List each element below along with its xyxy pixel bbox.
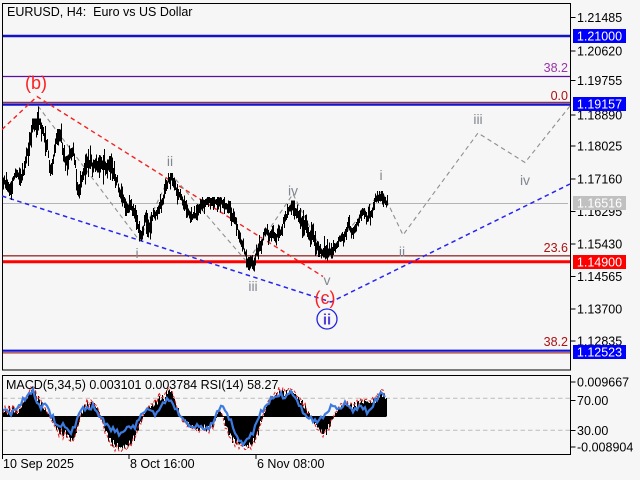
svg-text:70.00: 70.00 [577, 394, 608, 408]
svg-text:EURUSD, H4: Euro vs US Dollar: EURUSD, H4: Euro vs US Dollar [7, 5, 192, 19]
svg-text:1.14565: 1.14565 [577, 270, 622, 284]
svg-text:1.21485: 1.21485 [577, 11, 622, 25]
svg-text:8 Oct 16:00: 8 Oct 16:00 [130, 457, 195, 471]
svg-text:30.00: 30.00 [577, 424, 608, 438]
svg-text:1.16516: 1.16516 [577, 196, 622, 210]
svg-text:(c): (c) [315, 288, 336, 308]
svg-text:1.12523: 1.12523 [577, 345, 622, 359]
svg-text:ii: ii [323, 312, 331, 329]
svg-text:iv: iv [520, 172, 530, 188]
svg-text:1.18890: 1.18890 [577, 108, 622, 122]
svg-text:0.009667: 0.009667 [577, 375, 629, 389]
svg-text:-0.008904: -0.008904 [577, 440, 633, 454]
svg-text:6 Nov 08:00: 6 Nov 08:00 [257, 457, 324, 471]
svg-text:0.0: 0.0 [551, 89, 568, 103]
svg-text:1.17160: 1.17160 [577, 172, 622, 186]
svg-text:23.6: 23.6 [544, 241, 568, 255]
svg-text:iii: iii [248, 278, 257, 294]
svg-text:iii: iii [473, 111, 482, 127]
svg-text:1.21000: 1.21000 [577, 29, 622, 43]
svg-text:i: i [379, 167, 382, 183]
svg-text:v: v [324, 272, 331, 288]
svg-text:(b): (b) [25, 73, 47, 93]
svg-text:iv: iv [288, 183, 298, 199]
svg-text:1.18025: 1.18025 [577, 139, 622, 153]
svg-text:ii: ii [399, 244, 405, 260]
svg-text:i: i [135, 245, 138, 261]
svg-text:38.2: 38.2 [544, 335, 568, 349]
svg-text:1.20620: 1.20620 [577, 44, 622, 58]
svg-text:MACD(5,34,5) 0.003101 0.003784: MACD(5,34,5) 0.003101 0.003784 RSI(14) 5… [6, 378, 278, 392]
svg-text:1.19157: 1.19157 [577, 97, 622, 111]
svg-text:38.2: 38.2 [544, 61, 568, 75]
svg-text:1.14900: 1.14900 [577, 255, 622, 269]
svg-text:1.19755: 1.19755 [577, 74, 622, 88]
svg-text:1.12835: 1.12835 [577, 334, 622, 348]
svg-text:10 Sep 2025: 10 Sep 2025 [3, 457, 74, 471]
svg-text:1.13700: 1.13700 [577, 302, 622, 316]
svg-text:1.15430: 1.15430 [577, 237, 622, 251]
svg-text:ii: ii [167, 153, 173, 169]
